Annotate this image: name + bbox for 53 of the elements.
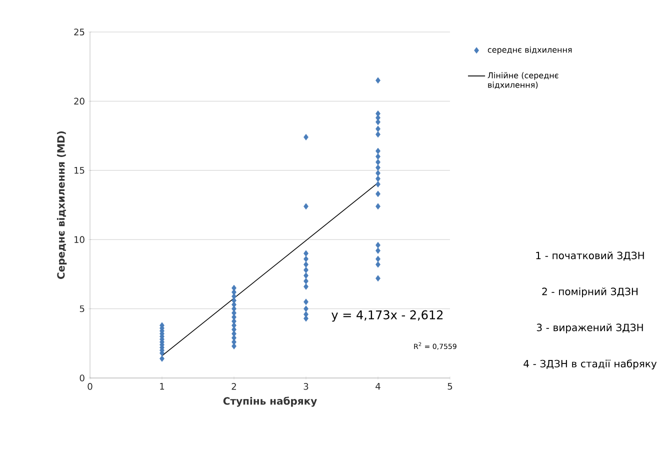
point — [376, 242, 380, 248]
point — [160, 355, 164, 362]
point — [304, 315, 308, 322]
point — [376, 175, 380, 182]
y-tick-label: 10 — [74, 236, 84, 243]
x-tick-label: 4 — [376, 383, 380, 390]
point — [376, 77, 380, 84]
point — [304, 256, 308, 262]
x-tick-label: 0 — [88, 383, 92, 390]
y-tick-label: 25 — [74, 28, 84, 36]
x-axis-title: Ступінь набряку — [223, 396, 317, 407]
point — [304, 298, 308, 306]
text: 1 - початковий ЗДЗН — [536, 252, 644, 261]
point — [376, 190, 380, 198]
x-tick-label: 2 — [232, 383, 236, 390]
point — [376, 181, 380, 188]
x-tick-label: 1 — [160, 383, 164, 390]
point — [304, 250, 308, 257]
point — [304, 261, 308, 268]
point — [376, 275, 380, 282]
point — [232, 284, 236, 292]
point — [304, 272, 308, 279]
point — [376, 164, 380, 171]
point — [376, 148, 380, 154]
y-tick-label: 5 — [80, 305, 84, 312]
point — [376, 158, 380, 166]
y-axis-title: Середнє відхилення (MD) — [56, 131, 67, 279]
point — [376, 261, 380, 268]
point — [376, 247, 380, 254]
point — [376, 153, 380, 160]
point — [304, 134, 308, 140]
x-tick-label: 3 — [304, 383, 308, 390]
legend-label: Лінійне (середнє відхилення) — [488, 72, 558, 89]
point — [304, 203, 308, 210]
y-tick-label: 20 — [74, 98, 84, 105]
point — [376, 118, 380, 126]
annotation: y = 4,173x - 2,612 — [332, 310, 443, 322]
text: 3 - виражений ЗДЗН — [536, 324, 643, 334]
text: 4 - ЗДЗН в стадії набряку — [524, 360, 657, 370]
y-tick-label: 15 — [74, 167, 84, 174]
y-tick-label: 0 — [80, 374, 84, 382]
x-tick-label: 5 — [448, 383, 452, 390]
point — [304, 306, 308, 312]
point — [376, 126, 380, 132]
point — [376, 256, 380, 262]
point — [304, 266, 308, 274]
point — [376, 131, 380, 138]
point — [376, 170, 380, 176]
point — [304, 283, 308, 290]
point — [376, 203, 380, 210]
text: 2 - помірний ЗДЗН — [542, 288, 638, 298]
legend-label: середнє відхилення — [488, 46, 572, 54]
point — [304, 278, 308, 284]
